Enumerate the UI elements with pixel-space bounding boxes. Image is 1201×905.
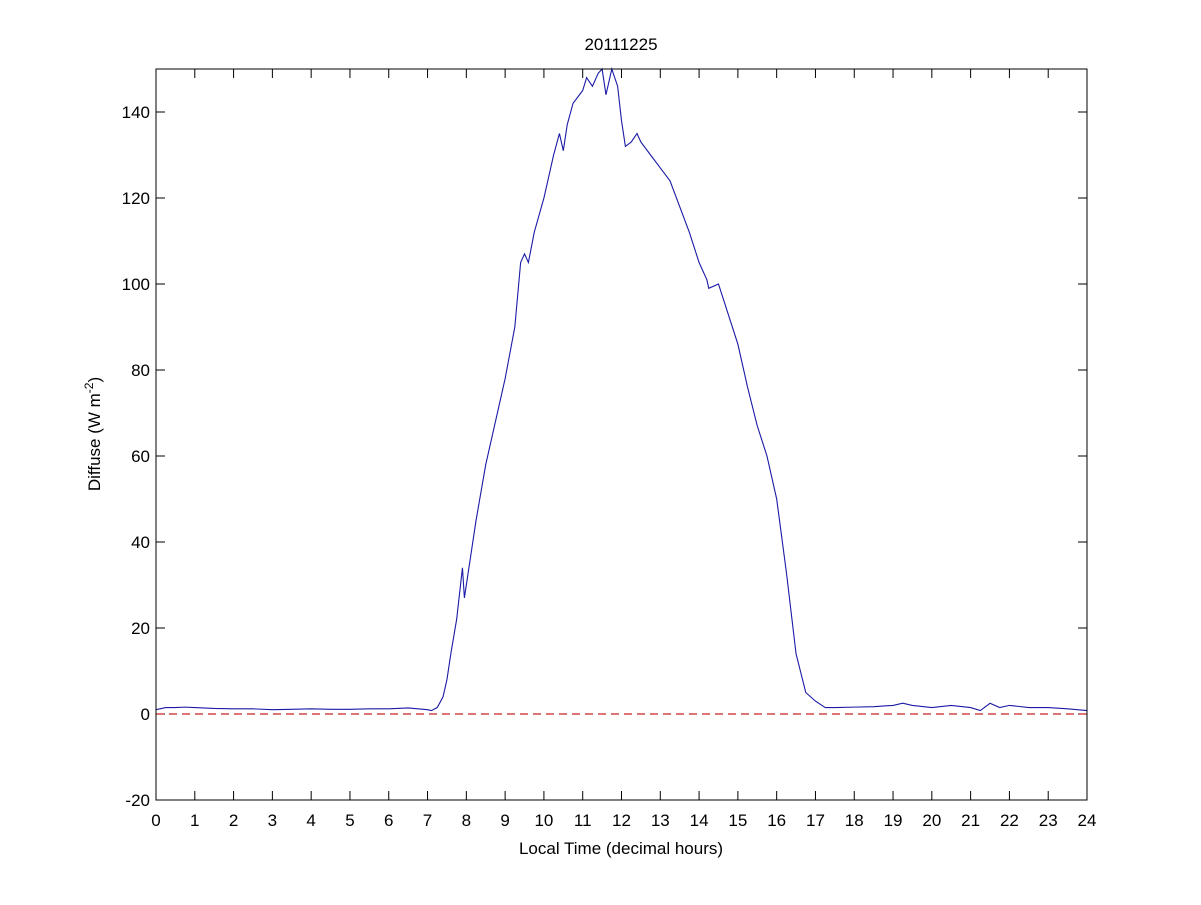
x-tick-label: 8 bbox=[462, 811, 471, 830]
y-tick-label: 80 bbox=[131, 361, 150, 380]
y-label-text: Diffuse (W m bbox=[85, 393, 104, 491]
x-tick-label: 24 bbox=[1078, 811, 1097, 830]
chart-title: 20111225 bbox=[584, 35, 657, 54]
x-tick-label: 2 bbox=[229, 811, 238, 830]
data-line bbox=[155, 66, 1088, 712]
x-tick-label: 5 bbox=[345, 811, 354, 830]
x-tick-label: 22 bbox=[1000, 811, 1019, 830]
x-tick-label: 23 bbox=[1039, 811, 1058, 830]
y-tick-label: 100 bbox=[122, 275, 150, 294]
x-axis-label: Local Time (decimal hours) bbox=[519, 839, 723, 858]
x-tick-label: 7 bbox=[423, 811, 432, 830]
x-tick-label: 0 bbox=[151, 811, 160, 830]
x-tick-label: 3 bbox=[268, 811, 277, 830]
x-tick-label: 20 bbox=[922, 811, 941, 830]
y-axis-label: Diffuse (W m-2) bbox=[82, 377, 104, 491]
x-tick-label: 12 bbox=[612, 811, 631, 830]
x-tick-label: 19 bbox=[884, 811, 903, 830]
y-tick-label: 20 bbox=[131, 619, 150, 638]
y-label-suffix: ) bbox=[85, 377, 104, 383]
y-tick-label: 60 bbox=[131, 447, 150, 466]
y-tick-label: 120 bbox=[122, 189, 150, 208]
y-tick-label: 140 bbox=[122, 103, 150, 122]
plot-frame bbox=[155, 68, 1088, 801]
x-tick-label: 15 bbox=[728, 811, 747, 830]
x-tick-label: 21 bbox=[961, 811, 980, 830]
x-tick-label: 6 bbox=[384, 811, 393, 830]
x-tick-label: 18 bbox=[845, 811, 864, 830]
y-tick-label: -20 bbox=[125, 791, 150, 810]
y-tick-label: 40 bbox=[131, 533, 150, 552]
x-tick-label: 11 bbox=[574, 811, 592, 830]
x-tick-label: 4 bbox=[306, 811, 315, 830]
x-tick-label: 10 bbox=[534, 811, 553, 830]
y-label-superscript: -2 bbox=[82, 382, 96, 393]
x-tick-label: 13 bbox=[651, 811, 670, 830]
x-tick-label: 14 bbox=[690, 811, 709, 830]
y-tick-label: 0 bbox=[141, 705, 150, 724]
x-tick-label: 16 bbox=[767, 811, 786, 830]
plot-area bbox=[156, 69, 1087, 800]
x-tick-label: 9 bbox=[500, 811, 509, 830]
x-tick-label: 17 bbox=[806, 811, 825, 830]
x-tick-label: 1 bbox=[190, 811, 199, 830]
